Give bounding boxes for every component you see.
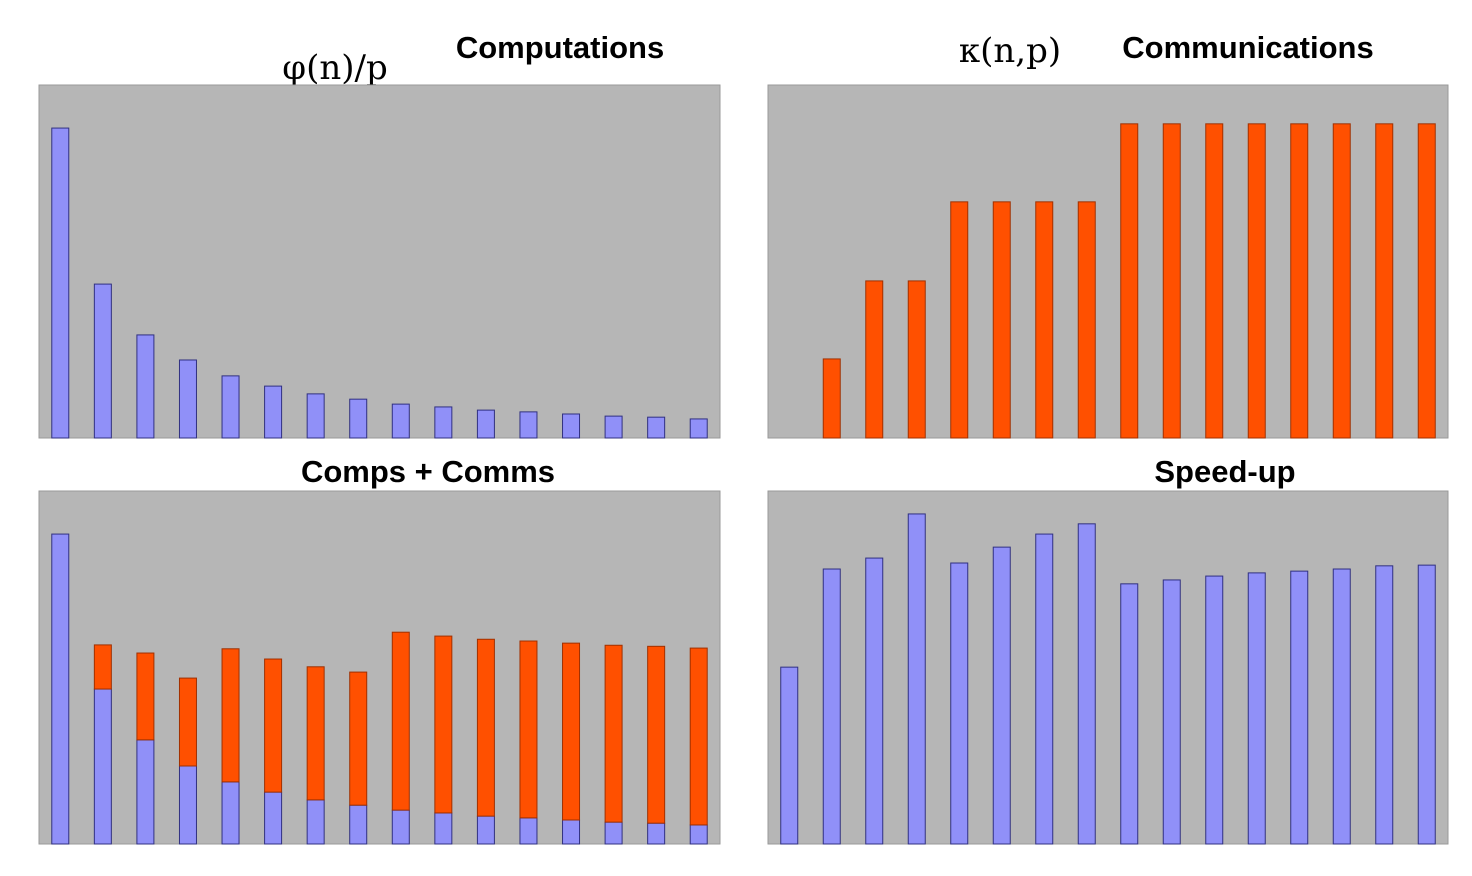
bar bbox=[306, 799, 325, 845]
bar bbox=[391, 631, 410, 811]
bar bbox=[950, 201, 969, 439]
bar bbox=[221, 375, 240, 439]
bar bbox=[391, 809, 410, 845]
bar bbox=[178, 359, 197, 439]
bar bbox=[822, 358, 841, 439]
bar bbox=[780, 666, 799, 845]
bar bbox=[865, 280, 884, 439]
bar bbox=[434, 635, 453, 814]
bar bbox=[1290, 123, 1309, 439]
chart-title: Comps + Comms bbox=[301, 454, 555, 489]
bar bbox=[1290, 570, 1309, 845]
bar bbox=[822, 568, 841, 845]
bar bbox=[647, 645, 666, 824]
bar bbox=[519, 411, 538, 439]
bar bbox=[391, 403, 410, 439]
bar bbox=[1247, 123, 1266, 439]
bar bbox=[562, 819, 581, 845]
bar bbox=[434, 812, 453, 845]
bar bbox=[93, 688, 112, 845]
bar bbox=[604, 415, 623, 439]
bar bbox=[264, 385, 283, 439]
bar bbox=[1417, 123, 1436, 439]
bar bbox=[306, 666, 325, 801]
bar bbox=[93, 283, 112, 439]
bar bbox=[519, 640, 538, 819]
bar bbox=[221, 648, 240, 783]
bar bbox=[1375, 123, 1394, 439]
bar bbox=[907, 513, 926, 845]
chart-subtitle: κ(n,p) bbox=[959, 31, 1061, 71]
bar bbox=[1332, 123, 1351, 439]
bar bbox=[1120, 123, 1139, 439]
bar bbox=[1035, 201, 1054, 439]
bar bbox=[136, 334, 155, 439]
bar bbox=[93, 644, 112, 690]
bar bbox=[136, 739, 155, 845]
chart-title: Communications bbox=[1122, 30, 1373, 65]
bar bbox=[519, 817, 538, 845]
chart-title: Computations bbox=[456, 30, 664, 65]
bar bbox=[136, 652, 155, 741]
bar bbox=[476, 638, 495, 817]
bar bbox=[865, 557, 884, 845]
bar bbox=[306, 393, 325, 439]
bar bbox=[647, 416, 666, 439]
bar bbox=[1205, 123, 1224, 439]
bar bbox=[562, 413, 581, 439]
bar bbox=[264, 658, 283, 793]
bar bbox=[1205, 575, 1224, 845]
bar bbox=[264, 791, 283, 845]
bar bbox=[950, 562, 969, 845]
bar bbox=[1417, 564, 1436, 845]
bar bbox=[1077, 201, 1096, 439]
bar bbox=[992, 546, 1011, 845]
bar bbox=[349, 398, 368, 439]
bar bbox=[221, 781, 240, 845]
bar bbox=[1332, 568, 1351, 845]
bar bbox=[1120, 583, 1139, 845]
bar bbox=[1035, 533, 1054, 845]
bar bbox=[349, 804, 368, 845]
bar bbox=[992, 201, 1011, 439]
bar bbox=[178, 677, 197, 767]
bar bbox=[476, 815, 495, 845]
bar bbox=[434, 406, 453, 439]
bar bbox=[647, 822, 666, 845]
bar bbox=[1247, 572, 1266, 845]
bar bbox=[604, 821, 623, 845]
bar bbox=[476, 409, 495, 439]
bar bbox=[51, 127, 70, 439]
bar bbox=[689, 647, 708, 826]
bar bbox=[1162, 579, 1181, 845]
bar bbox=[51, 533, 70, 845]
bar bbox=[562, 642, 581, 821]
chart-subtitle: φ(n)/p bbox=[282, 48, 387, 88]
bar bbox=[604, 644, 623, 823]
bar bbox=[178, 765, 197, 845]
bar bbox=[689, 418, 708, 439]
bar bbox=[1375, 565, 1394, 845]
bar bbox=[907, 280, 926, 439]
bar bbox=[1162, 123, 1181, 439]
bar bbox=[349, 671, 368, 806]
chart-title: Speed-up bbox=[1154, 454, 1295, 489]
bar bbox=[689, 824, 708, 845]
bar bbox=[1077, 523, 1096, 845]
